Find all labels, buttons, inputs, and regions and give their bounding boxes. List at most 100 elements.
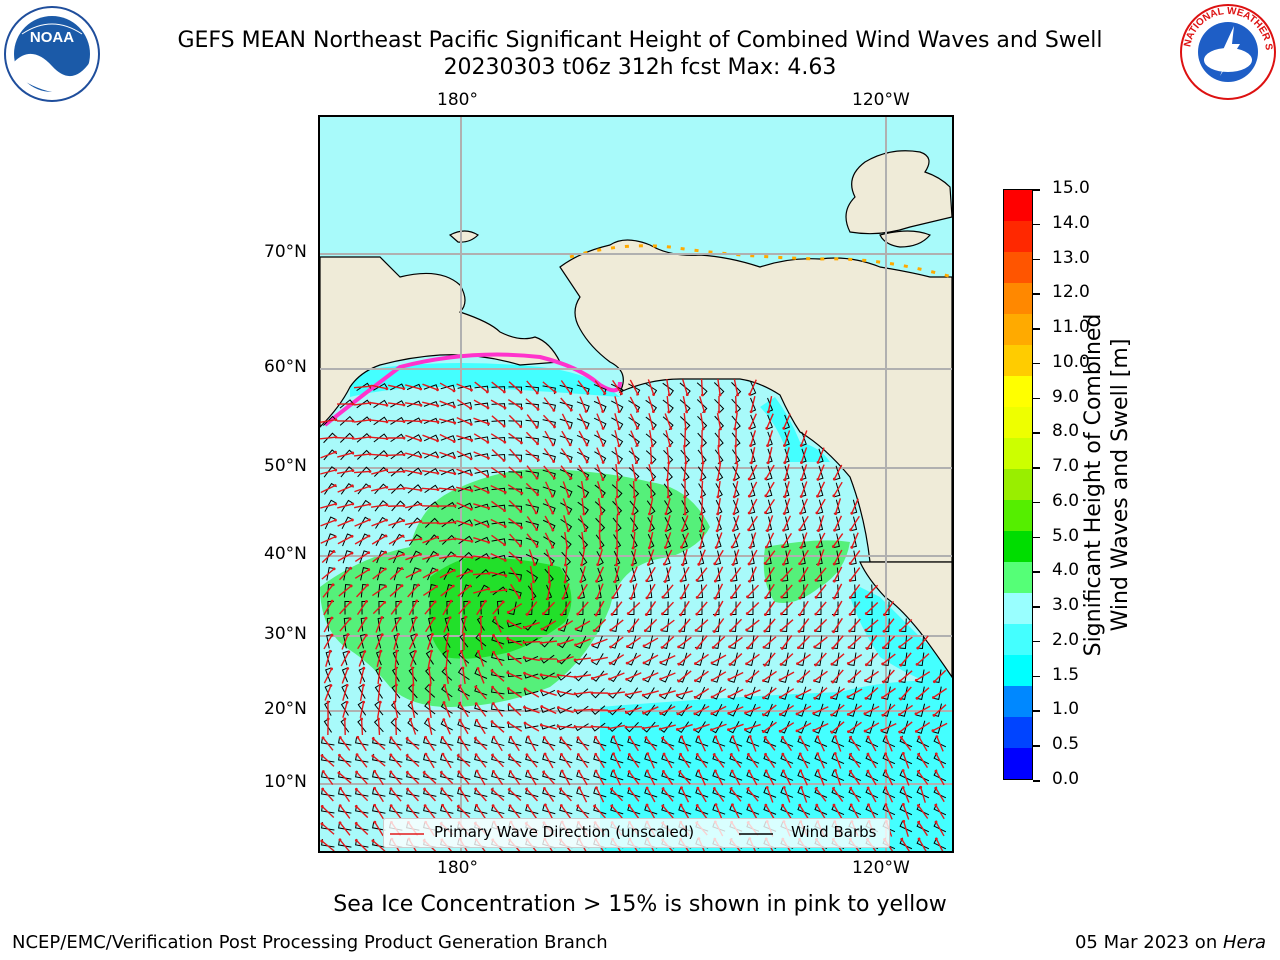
wave-direction-arrow <box>354 503 370 509</box>
wave-direction-arrow <box>507 638 523 646</box>
wave-arrow-head <box>333 484 337 487</box>
wave-arrow-head <box>373 820 377 824</box>
wind-barb <box>696 382 708 397</box>
wave-arrow-head <box>419 403 423 407</box>
wave-direction-arrow <box>700 497 704 515</box>
wave-arrow-head <box>399 600 403 603</box>
wave-arrow-head <box>460 650 463 653</box>
wave-arrow-head <box>718 461 722 465</box>
colorbar-tick-label: 3.0 <box>1052 595 1080 616</box>
wind-barb <box>491 504 506 512</box>
wave-direction-arrow <box>764 601 776 615</box>
wave-direction-arrow <box>833 481 843 497</box>
wave-arrow-head <box>328 649 332 653</box>
wave-arrow-head <box>436 553 440 557</box>
wave-arrow-head <box>371 754 375 758</box>
wave-arrow-head <box>675 693 679 697</box>
wave-direction-arrow <box>664 413 672 429</box>
wave-direction-arrow <box>882 704 896 716</box>
wave-arrow-head <box>552 408 556 412</box>
wave-direction-arrow <box>541 705 557 715</box>
wave-arrow-head <box>848 612 852 616</box>
chart-title: GEFS MEAN Northeast Pacific Significant … <box>177 28 1103 53</box>
wind-barb <box>730 567 738 582</box>
wave-arrow-head <box>427 666 431 670</box>
wave-arrow-head <box>734 410 738 414</box>
wave-direction-arrow <box>799 515 809 531</box>
wind-barb <box>695 736 709 747</box>
wave-direction-arrow <box>711 723 727 731</box>
wave-arrow-head <box>441 752 445 756</box>
wave-arrow-head <box>850 545 854 549</box>
wave-arrow-head <box>848 561 852 565</box>
wave-arrow-head <box>729 579 733 582</box>
wave-arrow-head <box>453 554 457 557</box>
wave-direction-arrow <box>371 486 387 492</box>
wave-arrow-head <box>701 393 704 397</box>
wave-arrow-head <box>559 804 563 807</box>
wave-arrow-head <box>582 546 586 550</box>
wave-direction-arrow <box>541 689 557 697</box>
wave-direction-arrow <box>933 669 947 683</box>
wave-direction-arrow <box>832 669 844 683</box>
wave-direction-arrow <box>799 566 809 582</box>
wind-barb <box>474 650 487 663</box>
wave-arrow-head <box>573 675 577 679</box>
wave-arrow-head <box>568 426 571 430</box>
wave-arrow-head <box>662 770 665 773</box>
footer-date: 05 Mar 2023 on Hera <box>1075 932 1266 953</box>
wave-arrow-head <box>349 600 352 604</box>
wave-direction-arrow <box>644 618 658 632</box>
wave-arrow-head <box>339 786 342 790</box>
wave-direction-arrow <box>440 585 454 597</box>
colorbar-label-line1: Significant Height of Combined <box>1081 313 1106 657</box>
wave-arrow-head <box>668 444 672 448</box>
wind-barb <box>339 415 355 426</box>
wave-arrow-head <box>432 616 436 620</box>
wave-arrow-head <box>932 680 936 684</box>
wave-direction-arrow <box>920 787 926 803</box>
wave-direction-arrow <box>765 464 775 480</box>
colorbar-tick-label: 7.0 <box>1052 456 1080 477</box>
wave-direction-arrow <box>748 515 758 531</box>
wave-direction-arrow <box>441 737 453 751</box>
wave-arrow-head <box>630 563 634 567</box>
wave-arrow-head <box>321 770 325 773</box>
wave-arrow-head <box>748 392 752 396</box>
wave-arrow-head <box>422 771 426 774</box>
wave-arrow-head <box>338 804 342 808</box>
wave-direction-arrow <box>439 418 455 424</box>
wave-direction-arrow <box>578 413 588 429</box>
wave-arrow-head <box>578 786 581 790</box>
wave-direction-arrow <box>882 635 896 649</box>
wave-direction-arrow <box>646 583 656 599</box>
wave-direction-arrow <box>526 516 538 530</box>
wave-direction-arrow <box>456 468 472 476</box>
wave-direction-arrow <box>714 600 724 616</box>
wave-arrow-head <box>452 389 456 393</box>
wind-barb <box>659 669 672 683</box>
wave-arrow-head <box>934 786 938 790</box>
wave-arrow-head <box>652 393 656 396</box>
wave-arrow-head <box>385 518 388 522</box>
wind-barb <box>373 450 389 460</box>
wave-direction-arrow <box>374 821 384 837</box>
colorbar-tick-label: 13.0 <box>1052 247 1090 268</box>
wind-barb <box>745 652 755 666</box>
wave-arrow-head <box>419 520 423 523</box>
wind-barb <box>474 667 488 679</box>
wave-direction-arrow <box>642 725 660 729</box>
wave-arrow-head <box>594 752 598 756</box>
wave-arrow-head <box>560 753 563 756</box>
wave-arrow-head <box>881 696 884 700</box>
wave-direction-arrow <box>749 532 757 548</box>
wave-direction-arrow <box>694 705 710 715</box>
wave-arrow-head <box>666 495 670 499</box>
wave-arrow-head <box>795 712 799 716</box>
wind-barb <box>321 736 335 746</box>
wind-barb <box>457 736 471 746</box>
wave-arrow-head <box>487 556 491 560</box>
wave-arrow-head <box>644 736 648 740</box>
wave-direction-arrow <box>474 737 488 751</box>
wave-direction-arrow <box>544 753 554 769</box>
